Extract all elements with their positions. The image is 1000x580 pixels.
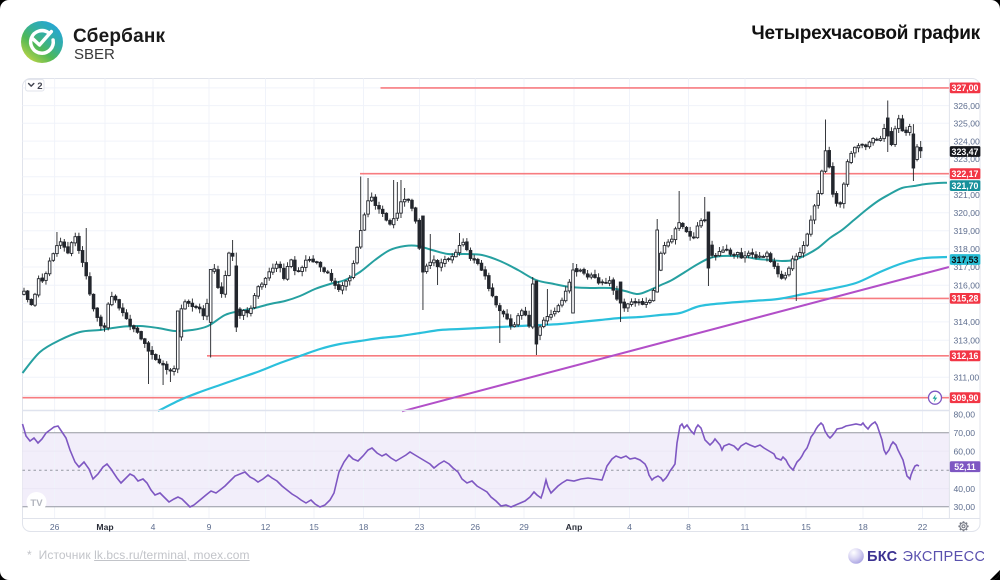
svg-text:317,00: 317,00 — [954, 262, 981, 272]
svg-text:26: 26 — [471, 522, 481, 532]
svg-text:327,00: 327,00 — [952, 83, 979, 93]
svg-text:326,00: 326,00 — [954, 101, 981, 111]
svg-text:320,00: 320,00 — [954, 208, 981, 218]
svg-text:2: 2 — [37, 81, 42, 92]
svg-text:311,00: 311,00 — [954, 372, 980, 382]
svg-text:318,00: 318,00 — [954, 244, 981, 254]
svg-text:319,00: 319,00 — [954, 226, 981, 236]
svg-text:309,90: 309,90 — [952, 393, 979, 403]
svg-text:9: 9 — [207, 522, 212, 532]
svg-text:Апр: Апр — [566, 522, 583, 532]
svg-text:314,00: 314,00 — [954, 317, 981, 327]
svg-text:11: 11 — [741, 522, 750, 532]
svg-text:Мар: Мар — [96, 522, 113, 532]
svg-text:322,17: 322,17 — [952, 169, 979, 179]
svg-text:321,00: 321,00 — [954, 190, 981, 200]
svg-text:52,11: 52,11 — [954, 462, 976, 472]
svg-text:323,00: 323,00 — [954, 154, 981, 164]
svg-text:321,70: 321,70 — [952, 181, 979, 191]
svg-text:22: 22 — [918, 522, 928, 532]
svg-text:БКС: БКС — [867, 549, 898, 565]
svg-text:18: 18 — [858, 522, 868, 532]
svg-text:4: 4 — [151, 522, 156, 532]
svg-text:70,00: 70,00 — [954, 428, 976, 438]
svg-text:60,00: 60,00 — [954, 446, 976, 456]
svg-text:TV: TV — [30, 498, 43, 509]
svg-text:316,00: 316,00 — [954, 280, 981, 290]
svg-text:18: 18 — [359, 522, 369, 532]
svg-text:80,00: 80,00 — [954, 410, 976, 420]
svg-text:30,00: 30,00 — [954, 502, 976, 512]
svg-text:315,28: 315,28 — [952, 294, 979, 304]
svg-text:8: 8 — [686, 522, 691, 532]
svg-text:ЭКСПРЕСС: ЭКСПРЕСС — [903, 549, 985, 565]
svg-text:40,00: 40,00 — [954, 484, 976, 494]
svg-text:317,53: 317,53 — [952, 255, 979, 265]
svg-text:313,00: 313,00 — [954, 336, 981, 346]
svg-text:312,16: 312,16 — [952, 351, 979, 361]
svg-text:23: 23 — [415, 522, 425, 532]
svg-text:15: 15 — [801, 522, 811, 532]
svg-text:29: 29 — [519, 522, 529, 532]
svg-text:15: 15 — [309, 522, 319, 532]
svg-text:12: 12 — [261, 522, 271, 532]
svg-text:323,47: 323,47 — [952, 147, 979, 157]
svg-text:324,00: 324,00 — [954, 136, 981, 146]
svg-text:26: 26 — [50, 522, 60, 532]
svg-text:325,00: 325,00 — [954, 119, 981, 129]
svg-text:4: 4 — [627, 522, 632, 532]
